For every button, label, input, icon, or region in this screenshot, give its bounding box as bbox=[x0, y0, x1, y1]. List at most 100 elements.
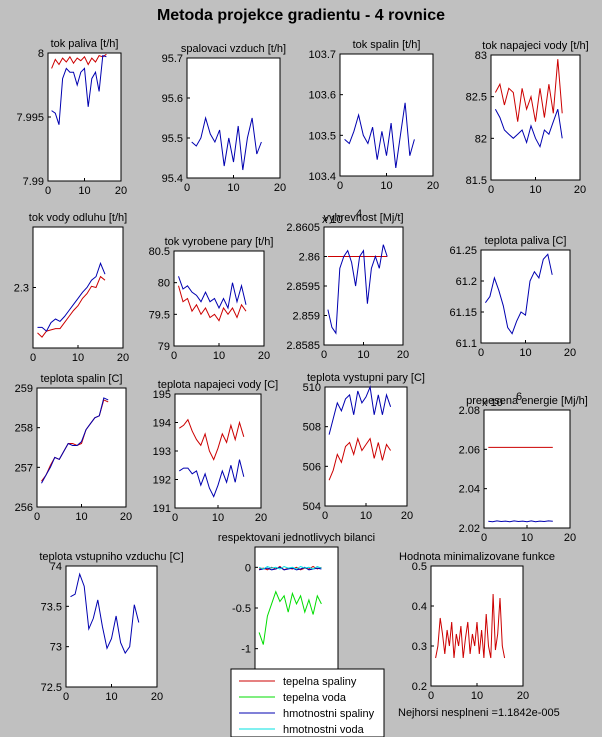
series-line-blue bbox=[51, 54, 107, 125]
subplot-15: Hodnota minimalizovane funkce 0 10 20 0.2 0.3… bbox=[399, 551, 555, 702]
x-tick-label: 10 bbox=[75, 511, 87, 523]
subplot-5: tok vody odluhu [t/h] 0 10 20 2.3 bbox=[14, 212, 129, 364]
x-tick-label: 0 bbox=[184, 182, 190, 194]
x-tick-label: 0 bbox=[63, 691, 69, 703]
series-line-red bbox=[328, 436, 392, 481]
x-tick-label: 20 bbox=[564, 347, 576, 359]
x-tick-label: 0 bbox=[172, 512, 178, 524]
y-tick-label: 95.4 bbox=[162, 173, 183, 185]
y-tick-label: 195 bbox=[153, 389, 171, 401]
series-line-blue bbox=[494, 108, 563, 149]
y-tick-label: 73.5 bbox=[41, 601, 62, 613]
x-tick-label: 0 bbox=[45, 185, 51, 197]
y-tick-label: 193 bbox=[153, 446, 171, 458]
y-tick-label: 7.995 bbox=[16, 112, 44, 124]
x-tick-label: 20 bbox=[397, 349, 409, 361]
x-tick-label: 10 bbox=[72, 352, 84, 364]
x-tick-label: 20 bbox=[427, 180, 439, 192]
x-tick-label: 10 bbox=[227, 182, 239, 194]
subplot-13: teplota vstupniho vzduchu [C] 0 10 20 72.5 73… bbox=[39, 551, 183, 703]
y-tick-label: 61.1 bbox=[456, 338, 477, 350]
y-tick-label: 103.7 bbox=[308, 49, 336, 61]
y-tick-label: 2.859 bbox=[292, 311, 320, 323]
y-tick-label: 81.5 bbox=[466, 175, 487, 187]
figure-title: Metoda projekce gradientu - 4 rovnice bbox=[156, 7, 446, 24]
x-tick-label: 20 bbox=[574, 184, 586, 196]
series-line-blue bbox=[37, 261, 106, 332]
axes-box bbox=[339, 53, 434, 177]
subplot-6: tok vyrobene pary [t/h] 0 10 20 79 79.5 80 80.5 bbox=[149, 236, 274, 362]
series-line-red bbox=[37, 275, 106, 338]
x-tick-label: 10 bbox=[471, 690, 483, 702]
y-tick-label: 103.5 bbox=[308, 130, 336, 142]
x-tick-label: 20 bbox=[258, 350, 270, 362]
y-tick-label: 0.5 bbox=[412, 561, 427, 573]
plot-title: tok spalin [t/h] bbox=[353, 39, 421, 51]
axis-exponent-label: x 10 bbox=[322, 214, 343, 226]
x-tick-label: 10 bbox=[529, 184, 541, 196]
series-line-red bbox=[179, 418, 245, 461]
axes-box bbox=[65, 565, 158, 688]
x-tick-label: 0 bbox=[478, 347, 484, 359]
series-line-blue bbox=[327, 244, 388, 335]
x-tick-label: 0 bbox=[30, 352, 36, 364]
y-tick-label: 504 bbox=[303, 501, 321, 513]
x-tick-label: 20 bbox=[115, 185, 127, 197]
series-line-blue bbox=[328, 385, 392, 435]
plot-title: spalovaci vzduch [t/h] bbox=[181, 43, 286, 55]
series-line-blue bbox=[484, 253, 553, 335]
y-tick-label: 83 bbox=[475, 50, 487, 62]
series-line-blue bbox=[191, 116, 262, 171]
plot-title: tok vody odluhu [t/h] bbox=[29, 212, 127, 224]
y-tick-label: 61.15 bbox=[449, 307, 477, 319]
x-tick-label: 20 bbox=[255, 512, 267, 524]
axes-box bbox=[32, 226, 124, 349]
plot-title: prenesena energie [Mj/h] bbox=[466, 395, 588, 407]
legend-label: tepelna spaliny bbox=[283, 676, 357, 688]
axes-box bbox=[47, 52, 122, 182]
y-tick-label: 2.06 bbox=[459, 444, 480, 456]
y-tick-label: -0.5 bbox=[232, 603, 251, 615]
x-tick-label: 0 bbox=[34, 511, 40, 523]
axis-exponent-power: 4 bbox=[356, 208, 362, 220]
y-tick-label: 80.5 bbox=[149, 246, 170, 258]
y-tick-label: 2.3 bbox=[14, 283, 29, 295]
x-tick-label: 20 bbox=[401, 510, 413, 522]
y-tick-label: 103.6 bbox=[308, 90, 336, 102]
y-tick-label: 79.5 bbox=[149, 309, 170, 321]
plot-title: vyhrevnost [Mj/t] bbox=[323, 212, 403, 224]
y-tick-label: 2.04 bbox=[459, 484, 480, 496]
subplot-3: tok spalin [t/h] 0 10 20 103.4 103.5 103.6 103.… bbox=[308, 39, 439, 192]
x-tick-label: 20 bbox=[151, 691, 163, 703]
series-line-blue bbox=[41, 397, 109, 484]
x-tick-label: 10 bbox=[357, 349, 369, 361]
subplot-4: tok napajeci vody [t/h] 0 10 20 81.5 82 82.5 83 bbox=[466, 40, 589, 196]
x-tick-label: 0 bbox=[321, 349, 327, 361]
y-tick-label: 510 bbox=[303, 382, 321, 394]
y-tick-label: 2.08 bbox=[459, 405, 480, 417]
y-tick-label: 61.25 bbox=[449, 245, 477, 257]
y-tick-label: 103.4 bbox=[308, 171, 336, 183]
x-tick-label: 0 bbox=[428, 690, 434, 702]
y-tick-label: 194 bbox=[153, 418, 171, 430]
plot-title: teplota paliva [C] bbox=[485, 235, 567, 247]
y-tick-label: 74 bbox=[50, 561, 62, 573]
x-tick-label: 20 bbox=[517, 690, 529, 702]
axes-box bbox=[483, 409, 571, 529]
plot-title: respektovani jednotlivych bilanci bbox=[218, 532, 375, 544]
x-tick-label: 10 bbox=[212, 512, 224, 524]
y-tick-label: 2.8605 bbox=[286, 222, 320, 234]
series-line-cyan bbox=[258, 565, 322, 570]
x-tick-label: 10 bbox=[521, 532, 533, 544]
y-tick-label: 259 bbox=[15, 383, 33, 395]
y-tick-label: 80 bbox=[158, 278, 170, 290]
plot-title: teplota vystupni pary [C] bbox=[307, 372, 425, 384]
y-tick-label: 0.4 bbox=[412, 601, 427, 613]
y-tick-label: 2.8585 bbox=[286, 340, 320, 352]
x-tick-label: 10 bbox=[213, 350, 225, 362]
y-tick-label: -1 bbox=[241, 644, 251, 656]
y-tick-label: 256 bbox=[15, 502, 33, 514]
subplot-9: teplota spalin [C] 0 10 20 256 257 258 259 bbox=[15, 373, 132, 523]
subplot-12: prenesena energie [Mj/h]x 10 6 0 10 20 2.02 2.… bbox=[459, 391, 588, 544]
